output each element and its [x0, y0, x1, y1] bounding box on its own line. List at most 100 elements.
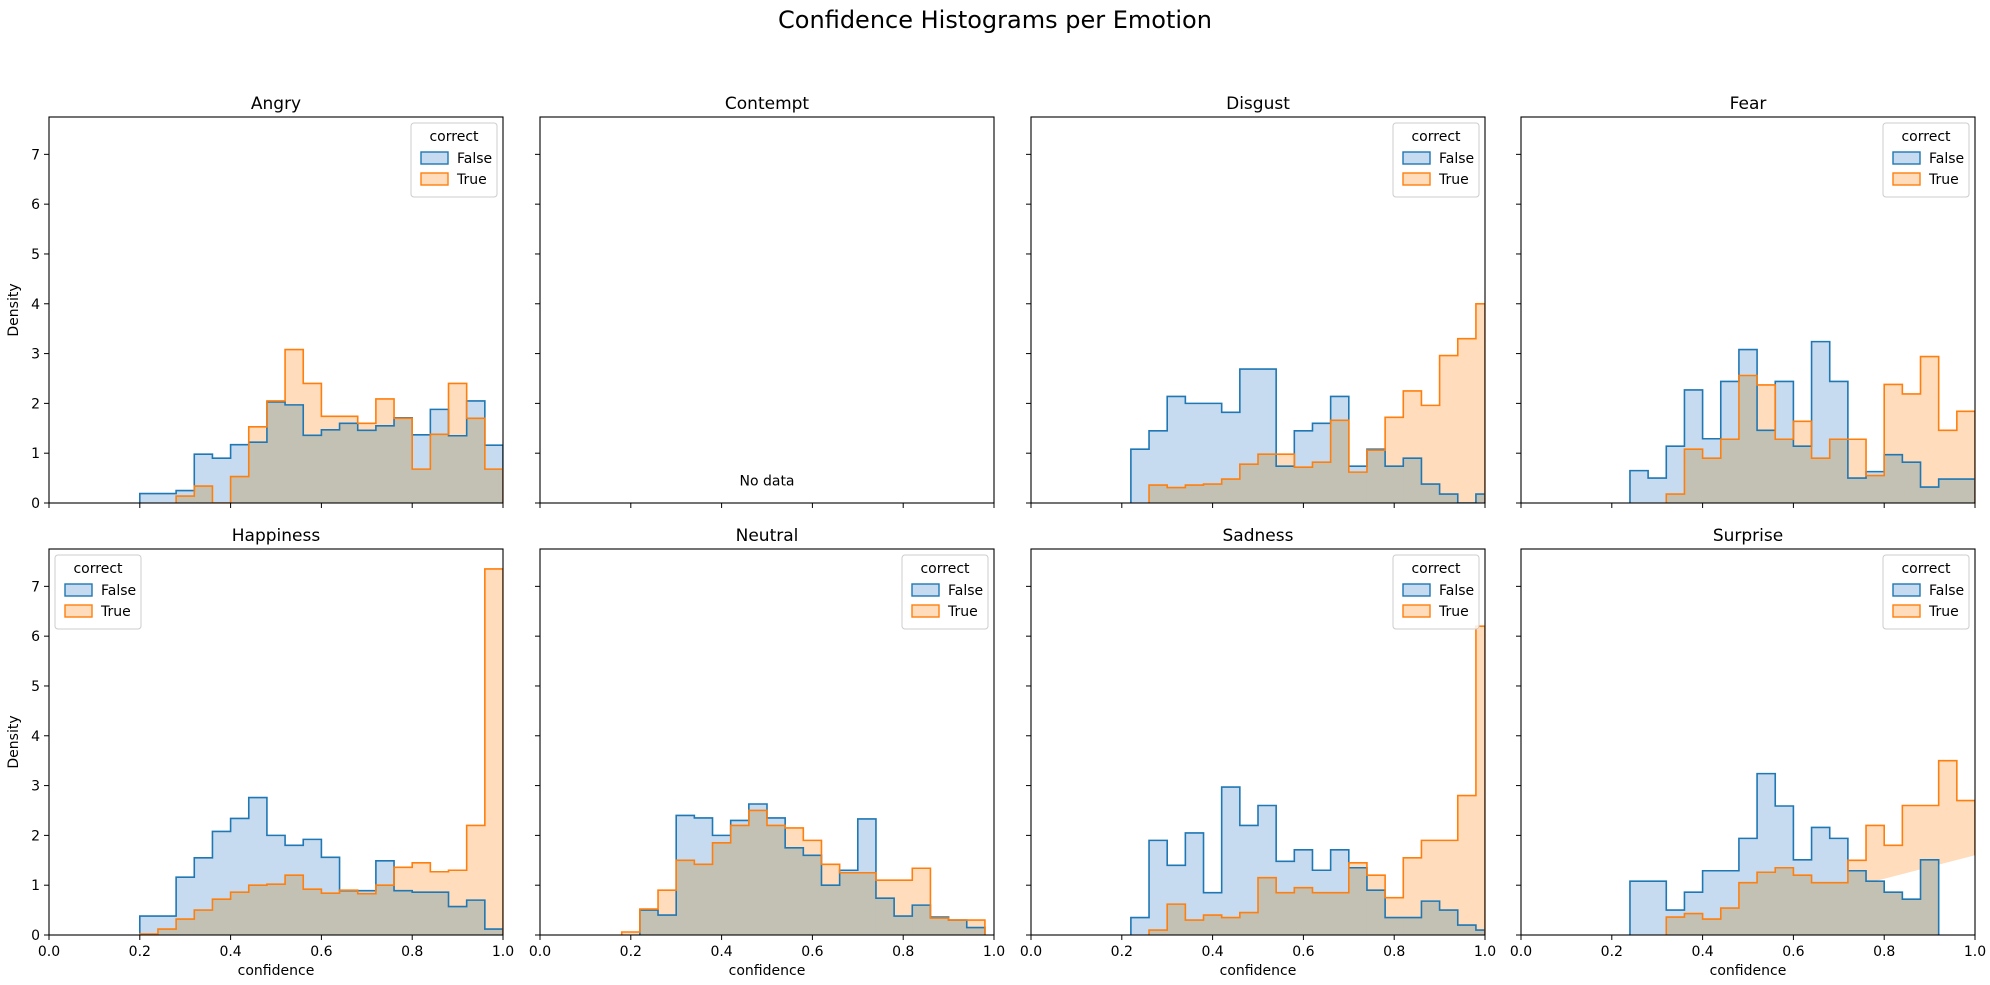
legend-entry-false: False [1439, 151, 1474, 167]
overlap-bar [1702, 458, 1722, 503]
overlap-bar [1757, 872, 1776, 935]
legend-entry-true: True [100, 604, 131, 620]
legend-swatch-true [911, 604, 940, 618]
y-tick-label: 5 [31, 679, 40, 695]
overlap-bar [948, 920, 968, 935]
legend-title: correct [1411, 561, 1461, 577]
overlap-bar [1276, 892, 1295, 935]
panel-title: Neutral [736, 526, 799, 546]
overlap-bar [1239, 912, 1259, 935]
overlap-bar [1312, 462, 1332, 503]
y-tick-label: 6 [31, 629, 40, 645]
overlap-bar [484, 469, 503, 503]
true-step-line [1148, 625, 1485, 935]
overlap-bar [912, 905, 931, 935]
overlap-bar [1258, 877, 1277, 935]
overlap-bar [266, 884, 286, 935]
overlap-area [1149, 867, 1485, 935]
overlap-area [1666, 375, 1975, 503]
y-tick-label: 1 [31, 446, 40, 462]
x-tick-label: 0.2 [1601, 944, 1623, 960]
overlap-bar [321, 893, 340, 935]
overlap-area [139, 875, 503, 935]
panel-title: Disgust [1226, 94, 1290, 114]
overlap-bar [1684, 913, 1703, 935]
x-tick-label: 0.8 [1873, 944, 1895, 960]
x-tick-label: 0.2 [620, 944, 642, 960]
true-step-line [175, 348, 503, 503]
legend-swatch-true [420, 172, 449, 186]
x-tick-label: 0.6 [1292, 944, 1314, 960]
overlap-bar [339, 890, 359, 935]
y-tick-label: 1 [31, 878, 40, 894]
overlap-bar [1884, 454, 1903, 503]
legend-entry-false: False [948, 583, 983, 599]
overlap-bar [839, 872, 859, 935]
overlap-bar [1684, 449, 1703, 503]
overlap-bar [639, 910, 659, 935]
legend-entry-true: True [1928, 172, 1959, 188]
x-tick-label: 0.8 [401, 944, 423, 960]
overlap-bar [1793, 875, 1812, 935]
legend-swatch-true [1402, 172, 1431, 186]
legend-swatch-false [420, 151, 449, 165]
overlap-bar [712, 842, 732, 935]
overlap-bar [448, 435, 468, 503]
overlap-bar [930, 918, 949, 935]
overlap-bar [1811, 458, 1831, 503]
overlap-bar [1775, 439, 1794, 503]
overlap-bar [1847, 870, 1867, 935]
panel-title: Surprise [1713, 526, 1783, 546]
legend-title: correct [1901, 561, 1951, 577]
legend-swatch-false [1892, 151, 1921, 165]
overlap-bar [357, 430, 377, 503]
overlap-bar [1439, 494, 1459, 503]
overlap-bar [1793, 446, 1812, 503]
panel-title: Happiness [232, 526, 321, 546]
overlap-area [176, 401, 503, 503]
overlap-bar [1439, 910, 1459, 935]
overlap-bar [448, 906, 468, 935]
overlap-bar [230, 892, 250, 935]
legend-swatch-true [1892, 604, 1921, 618]
legend-entry-true: True [456, 172, 487, 188]
overlap-bar [1348, 472, 1368, 503]
overlap-bar [1866, 881, 1885, 935]
x-tick-label: 0.8 [1383, 944, 1405, 960]
plot-area [139, 348, 503, 503]
y-tick-label: 7 [31, 147, 40, 163]
x-tick-label: 0.4 [1201, 944, 1223, 960]
plot-area [1629, 340, 1975, 503]
panel-sadness: 0.0 0.2 0.4 0.6 0.8 1.0 Sadness confidence corre… [1020, 526, 1496, 979]
legend-entry-false: False [457, 151, 492, 167]
legend-entry-true: True [947, 604, 978, 620]
overlap-bar [1239, 464, 1259, 503]
overlap-bar [412, 469, 431, 503]
overlap-bar [375, 425, 395, 503]
overlap-bar [1702, 919, 1722, 935]
overlap-bar [339, 423, 359, 503]
true-step-line [620, 809, 986, 935]
x-tick-label: 0.2 [1111, 944, 1133, 960]
x-tick-label: 1.0 [1474, 944, 1496, 960]
false-step-line [1629, 772, 1940, 935]
legend-swatch-false [1402, 151, 1431, 165]
overlap-bar [248, 885, 268, 935]
legend: correct False True [1392, 122, 1480, 198]
false-step-line [1130, 368, 1485, 503]
overlap-bar [394, 890, 413, 935]
overlap-bar [285, 404, 304, 503]
x-tick-label: 1.0 [1964, 944, 1986, 960]
overlap-bar [1403, 917, 1422, 935]
overlap-bar [176, 919, 195, 935]
overlap-bar [430, 892, 449, 935]
overlap-bar [194, 910, 213, 935]
overlap-bar [375, 885, 395, 935]
x-tick-label: 0.0 [1020, 944, 1042, 960]
x-axis-label: confidence [1220, 963, 1297, 979]
panel-fear: Fear correct False True [1516, 94, 1976, 508]
legend-title: correct [429, 129, 479, 145]
y-tick-label: 3 [31, 347, 40, 363]
x-tick-label: 0.0 [529, 944, 551, 960]
overlap-bar [1366, 450, 1386, 503]
